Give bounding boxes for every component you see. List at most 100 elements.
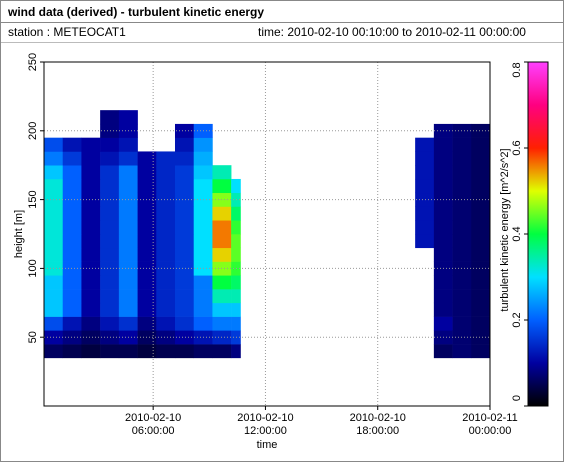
cell (137, 206, 157, 221)
cell (44, 165, 64, 180)
cell (174, 220, 195, 235)
cell (452, 275, 472, 290)
cell (44, 289, 64, 304)
cell (433, 247, 453, 262)
x-tick-label: 2010-02-10 18:00:00 (350, 412, 406, 437)
cell (174, 330, 195, 345)
cell (452, 151, 472, 166)
cell (452, 220, 472, 235)
cell (471, 289, 491, 304)
cell (174, 289, 195, 304)
cell (193, 302, 213, 317)
cell (100, 192, 120, 207)
cell (231, 275, 241, 290)
cell (100, 110, 120, 125)
cell (81, 137, 101, 152)
cell (62, 192, 82, 207)
cell (231, 206, 241, 221)
cell (212, 247, 232, 262)
colorbar-label: turbulent kinetic energy [m^2/s^2] (499, 148, 511, 311)
cell (415, 220, 435, 235)
colorbar (527, 61, 549, 407)
cell (62, 344, 82, 359)
cell (44, 220, 64, 235)
cell (81, 247, 101, 262)
cell (62, 137, 82, 152)
cell (118, 344, 138, 359)
cell (100, 137, 120, 152)
cell (452, 316, 472, 331)
cell (137, 344, 157, 359)
cell (137, 192, 157, 207)
cell (212, 344, 232, 359)
cell (452, 234, 472, 249)
cell (100, 123, 120, 138)
cell (433, 289, 453, 304)
cell (471, 330, 491, 345)
cell (137, 151, 157, 166)
cell (62, 275, 82, 290)
cell (231, 178, 241, 194)
x-tick-label: 2010-02-10 12:00:00 (237, 412, 293, 437)
cell (471, 137, 491, 152)
cell (415, 137, 435, 152)
cell (156, 316, 176, 331)
cell (118, 316, 138, 331)
cell (81, 289, 101, 304)
cell (193, 344, 213, 359)
cell (156, 151, 176, 166)
y-tick-label: 150 (27, 190, 39, 208)
cell (231, 330, 241, 345)
cell (118, 234, 138, 249)
cell (137, 275, 157, 290)
cell (174, 234, 195, 249)
cell (212, 178, 232, 194)
cell (118, 151, 138, 166)
cell (193, 247, 213, 262)
cell (231, 234, 241, 249)
cell (44, 302, 64, 317)
cell (471, 275, 491, 290)
cell (137, 178, 157, 194)
cell (156, 275, 176, 290)
cell (471, 247, 491, 262)
cell (212, 316, 232, 331)
cell (81, 151, 101, 166)
cell (193, 151, 213, 166)
cell (471, 220, 491, 235)
cell (433, 137, 453, 152)
cell (156, 302, 176, 317)
cell (174, 178, 195, 194)
cell (118, 110, 138, 125)
cell (100, 178, 120, 194)
cell (62, 302, 82, 317)
cell (193, 206, 213, 221)
cell (156, 344, 176, 359)
cell (193, 220, 213, 235)
cell (100, 247, 120, 262)
cell (156, 220, 176, 235)
cell (415, 206, 435, 221)
cell (118, 247, 138, 262)
axes: 50 100 150 200 250 2010-02-10 06:00:00 2010-02-… (13, 53, 549, 451)
cell (118, 275, 138, 290)
cell (44, 137, 64, 152)
cell (137, 289, 157, 304)
cell (81, 261, 101, 276)
cell (471, 206, 491, 221)
cell (44, 275, 64, 290)
cell (452, 165, 472, 180)
cell (433, 275, 453, 290)
cell (231, 344, 241, 359)
cell (62, 247, 82, 262)
cell (174, 123, 195, 138)
plot-border (43, 61, 491, 407)
cell (174, 344, 195, 359)
cell (452, 330, 472, 345)
cell (174, 206, 195, 221)
cell (100, 234, 120, 249)
cell (44, 234, 64, 249)
cell (118, 206, 138, 221)
cell (44, 344, 64, 359)
cell (174, 192, 195, 207)
